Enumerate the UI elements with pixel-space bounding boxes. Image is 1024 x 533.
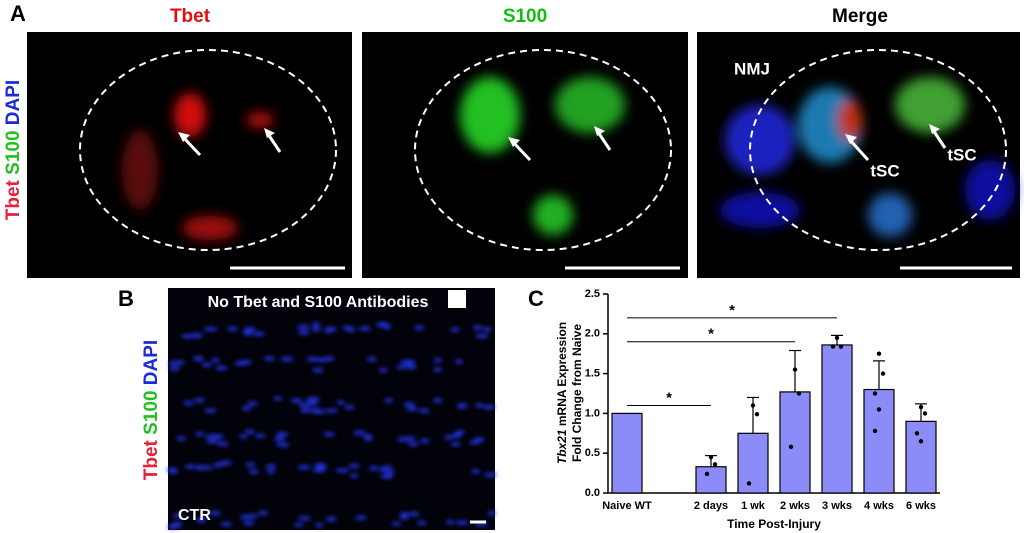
data-point [838,344,844,349]
y-tick-label: 0.0 [585,487,600,499]
channel-name: DAPI [3,80,24,125]
data-point [922,411,928,416]
bar [863,388,895,494]
channel-label: Tbet S100 DAPI [3,80,24,220]
image-control [166,288,497,530]
data-point [792,367,798,372]
channel-label: Tbet S100 DAPI [141,340,162,480]
bar [611,412,643,494]
image-annotation: tSC [947,145,976,164]
x-tick-label: 6 wks [906,500,936,512]
image-title: S100 [503,6,547,27]
x-tick-label: Naive WT [602,500,652,512]
channel-name: S100 [3,130,24,174]
y-tick-label: 1.0 [585,407,600,419]
data-point [712,462,718,467]
data-point [872,428,878,434]
data-point [918,404,924,410]
data-point [880,371,886,376]
bar [905,420,937,494]
image-merge [697,32,1020,278]
data-point [708,454,714,460]
data-point [834,335,840,340]
data-point [750,403,756,408]
y-tick-label: 2.0 [585,328,600,340]
bar [779,391,811,494]
x-tick-label: 4 wks [864,500,894,512]
data-point [796,391,802,396]
image-title: Tbet [170,6,211,27]
channel-name: Tbet [141,439,162,480]
x-axis-label: Time Post-Injury [727,517,821,531]
significance-star: * [666,389,672,406]
data-point [876,407,882,412]
y-tick-label: 1.5 [585,368,600,380]
channel-name: DAPI [141,340,162,385]
panel-label: A [10,1,26,26]
data-point [876,351,882,356]
bar [695,466,727,494]
image-annotation: NMJ [734,59,770,78]
y-tick-label: 2.5 [585,288,600,300]
y-axis-label: Fold Change from Naive [570,324,584,462]
bar [737,432,769,494]
x-tick-label: 2 days [694,500,728,512]
data-point [872,391,878,396]
x-tick-label: 3 wks [822,500,852,512]
y-tick-label: 0.5 [585,447,600,459]
image-s100 [362,32,688,278]
image-tbet [27,32,352,278]
panel-label: C [528,286,544,311]
y-axis-label: Tbx21 mRNA Expression [555,322,569,464]
image-annotation: tSC [870,161,899,180]
channel-name: Tbet [3,179,24,220]
bar [821,344,853,494]
sample-label: CTR [178,507,211,524]
x-tick-label: 2 wks [780,500,810,512]
significance-star: * [708,326,714,343]
y-axis-label-gene: Tbx21 [555,429,569,464]
x-tick-label: 1 wk [741,500,766,512]
significance-star: * [729,302,735,319]
data-point [746,481,752,486]
data-point [830,344,836,349]
image-caption: No Tbet and S100 Antibodies [208,294,429,311]
panel-label: B [118,286,134,311]
data-point [704,471,710,477]
data-point [754,411,760,417]
channel-name: S100 [141,390,162,434]
image-title: Merge [832,6,888,27]
data-point [918,439,924,444]
data-point [914,431,920,436]
data-point [788,444,794,450]
y-axis-label-text: mRNA Expression [555,322,569,430]
